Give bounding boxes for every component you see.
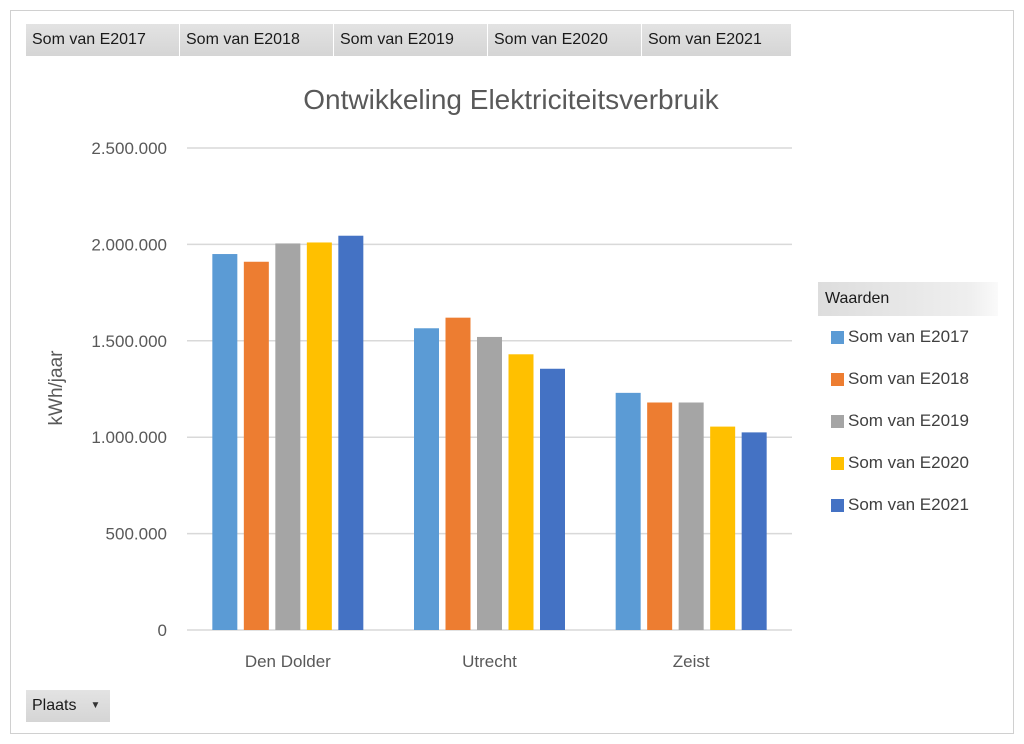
legend-swatch xyxy=(831,414,844,428)
x-axis-ticks: Den Dolder Utrecht Zeist xyxy=(245,652,710,671)
bar-den-dolder-e2021[interactable] xyxy=(338,235,364,630)
bar-den-dolder-e2019[interactable] xyxy=(275,243,301,630)
legend-label: Som van E2020 xyxy=(848,453,969,472)
chart-title: Ontwikkeling Elektriciteitsverbruik xyxy=(303,84,719,115)
value-field-buttons: Som van E2017 Som van E2018 Som van E2019 S… xyxy=(26,24,792,56)
plaats-field-button[interactable]: Plaats ▼ xyxy=(26,690,111,722)
legend-swatch xyxy=(831,456,844,470)
bar-zeist-e2017[interactable] xyxy=(615,392,641,630)
bar-zeist-e2021[interactable] xyxy=(741,432,767,630)
bar-utrecht-e2021[interactable] xyxy=(540,368,565,630)
x-tick-label: Den Dolder xyxy=(245,652,331,671)
bars xyxy=(212,235,767,631)
legend-header[interactable]: Waarden xyxy=(818,282,998,316)
x-tick-label: Utrecht xyxy=(462,652,517,671)
bar-utrecht-e2019[interactable] xyxy=(477,336,502,630)
bar-utrecht-e2017[interactable] xyxy=(414,328,439,630)
dropdown-arrow-icon: ▼ xyxy=(90,700,101,711)
bar-den-dolder-e2018[interactable] xyxy=(243,261,269,630)
bar-den-dolder-e2017[interactable] xyxy=(212,254,238,631)
legend: Waarden Som van E2017 Som van E2018 Som va… xyxy=(818,282,998,526)
legend-swatch xyxy=(831,372,844,386)
bar-zeist-e2019[interactable] xyxy=(678,402,704,630)
y-tick-label: 1.000.000 xyxy=(91,428,167,447)
field-button-som-van-e2021[interactable]: Som van E2021 xyxy=(642,24,792,56)
legend-item[interactable]: Som van E2020 xyxy=(818,442,998,484)
bar-zeist-e2018[interactable] xyxy=(647,402,673,630)
legend-item[interactable]: Som van E2018 xyxy=(818,358,998,400)
legend-item[interactable]: Som van E2017 xyxy=(818,316,998,358)
field-button-som-van-e2019[interactable]: Som van E2019 xyxy=(334,24,488,56)
bar-utrecht-e2020[interactable] xyxy=(508,354,534,630)
legend-label: Som van E2021 xyxy=(848,495,969,514)
legend-label: Som van E2019 xyxy=(848,411,969,430)
field-button-som-van-e2018[interactable]: Som van E2018 xyxy=(180,24,334,56)
plaats-field-label: Plaats xyxy=(32,697,77,714)
field-button-som-van-e2020[interactable]: Som van E2020 xyxy=(488,24,642,56)
legend-item[interactable]: Som van E2021 xyxy=(818,484,998,526)
y-tick-label: 2.000.000 xyxy=(91,235,167,254)
y-tick-label: 1.500.000 xyxy=(91,332,167,351)
legend-item[interactable]: Som van E2019 xyxy=(818,400,998,442)
bar-zeist-e2020[interactable] xyxy=(710,426,736,630)
legend-items: Som van E2017 Som van E2018 Som van E2019 S… xyxy=(818,316,998,526)
y-axis-ticks: 0 500.000 1.000.000 1.500.000 2.000.000 2.500… xyxy=(91,139,167,640)
x-tick-label: Zeist xyxy=(673,652,710,671)
legend-label: Som van E2018 xyxy=(848,369,969,388)
y-axis-label: kWh/jaar xyxy=(46,350,67,426)
bar-den-dolder-e2020[interactable] xyxy=(306,242,332,631)
legend-swatch xyxy=(831,498,844,512)
y-tick-label: 2.500.000 xyxy=(91,139,167,158)
bar-utrecht-e2018[interactable] xyxy=(445,317,471,630)
legend-label: Som van E2017 xyxy=(848,327,969,346)
y-tick-label: 500.000 xyxy=(106,525,167,544)
y-tick-label: 0 xyxy=(158,621,167,640)
legend-swatch xyxy=(831,330,844,344)
field-button-som-van-e2017[interactable]: Som van E2017 xyxy=(26,24,180,56)
